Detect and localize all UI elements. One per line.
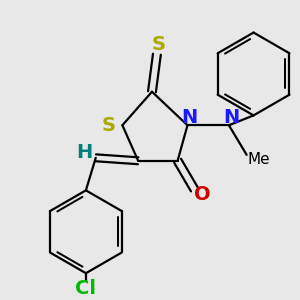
Text: H: H <box>76 143 92 162</box>
Text: S: S <box>152 35 166 54</box>
Text: S: S <box>102 116 116 135</box>
Text: Me: Me <box>247 152 270 167</box>
Text: Cl: Cl <box>75 280 96 298</box>
Text: N: N <box>181 108 198 127</box>
Text: O: O <box>194 185 211 204</box>
Text: N: N <box>223 108 239 127</box>
